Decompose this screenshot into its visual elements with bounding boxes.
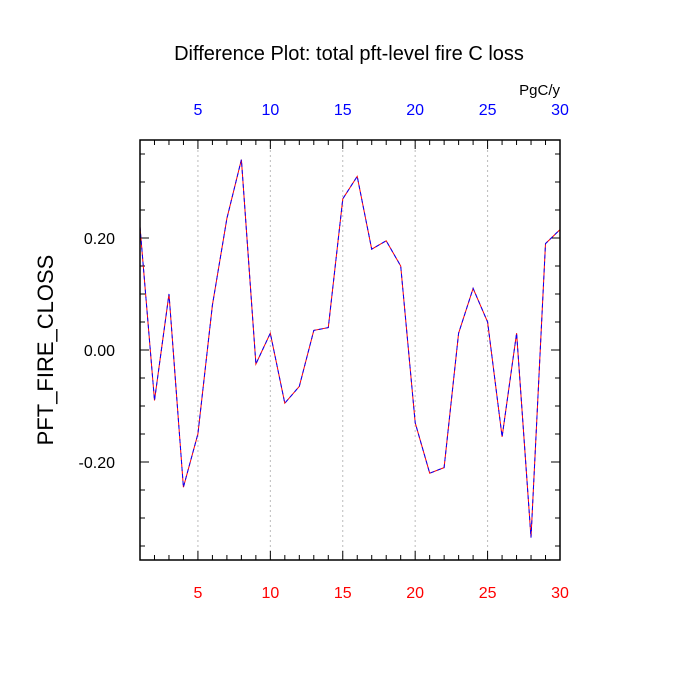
plot-frame bbox=[139, 139, 561, 561]
x-tick-label-top: 10 bbox=[261, 102, 279, 119]
y-tick-label: 0.00 bbox=[84, 343, 115, 360]
x-tick-label-top: 20 bbox=[406, 102, 424, 119]
y-tick-label: 0.20 bbox=[84, 231, 115, 248]
x-tick-label-bottom: 15 bbox=[334, 585, 352, 602]
x-tick-label-top: 15 bbox=[334, 102, 352, 119]
units-label: PgC/y bbox=[519, 82, 560, 99]
tick-labels: 5 5 10 10 15 15 20 20 25 25 30 30 -0.20 0.00 0.20 bbox=[79, 102, 569, 602]
grid-lines bbox=[197, 140, 489, 560]
series-lines bbox=[139, 159, 561, 538]
y-axis-label: PFT_FIRE_CLOSS bbox=[33, 255, 58, 446]
x-tick-label-bottom: 25 bbox=[479, 585, 497, 602]
chart-title: Difference Plot: total pft-level fire C … bbox=[174, 43, 524, 65]
x-tick-label-bottom: 20 bbox=[406, 585, 424, 602]
x-tick-label-bottom: 5 bbox=[193, 585, 202, 602]
x-tick-label-top: 30 bbox=[551, 102, 569, 119]
x-tick-label-bottom: 30 bbox=[551, 585, 569, 602]
series-line-red bbox=[139, 159, 561, 538]
x-tick-label-top: 5 bbox=[193, 102, 202, 119]
y-tick-label: -0.20 bbox=[79, 455, 116, 472]
series-line-blue bbox=[139, 159, 561, 538]
axis-ticks bbox=[139, 140, 561, 560]
x-tick-label-bottom: 10 bbox=[261, 585, 279, 602]
x-tick-label-top: 25 bbox=[479, 102, 497, 119]
